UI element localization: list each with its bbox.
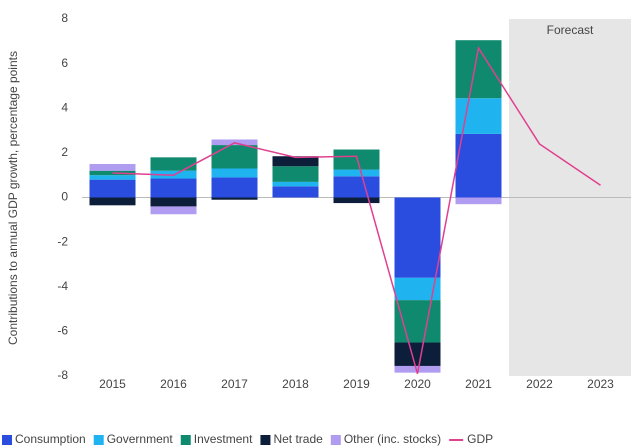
bar-segment	[150, 157, 197, 171]
forecast-label: Forecast	[547, 23, 594, 37]
y-tick-label: 2	[61, 145, 68, 159]
y-tick-label: 4	[61, 100, 68, 114]
legend-swatch	[2, 435, 12, 445]
bar-segment	[89, 164, 136, 171]
x-tick-label: 2021	[465, 377, 492, 391]
x-tick-label: 2022	[526, 377, 553, 391]
bar-segment	[333, 176, 380, 198]
y-tick-label: 8	[61, 11, 68, 25]
bar-segment	[150, 178, 197, 198]
bar-segment	[455, 98, 502, 134]
bar-segment	[89, 175, 136, 180]
legend-label: Investment	[194, 432, 253, 446]
bar-segment	[211, 197, 258, 200]
legend-swatch	[260, 435, 271, 445]
bar-segment	[333, 169, 380, 177]
y-tick-label: -8	[57, 368, 68, 382]
legend-label: Government	[107, 432, 174, 446]
bar-segment	[455, 133, 502, 198]
bar-segment	[394, 365, 441, 373]
y-tick-label: 0	[61, 190, 68, 204]
legend-swatch	[180, 435, 191, 445]
bar-segment	[89, 179, 136, 198]
bar-segment	[272, 186, 319, 198]
bar-segment	[272, 181, 319, 187]
legend-label: Other (inc. stocks)	[344, 432, 441, 446]
x-tick-label: 2023	[587, 377, 614, 391]
y-tick-label: -2	[57, 234, 68, 248]
bar-segment	[211, 145, 258, 169]
bar-segment	[89, 197, 136, 206]
bar-segment	[211, 168, 258, 178]
x-tick-label: 2018	[282, 377, 309, 391]
bar-segment	[272, 156, 319, 167]
legend-label: GDP	[467, 432, 493, 446]
x-tick-label: 2016	[160, 377, 187, 391]
bar-segment	[394, 277, 441, 301]
x-tick-label: 2019	[343, 377, 370, 391]
bar-segment	[211, 177, 258, 198]
bar-segment	[333, 149, 380, 170]
bar-segment	[394, 300, 441, 343]
bar-segment	[455, 197, 502, 205]
x-tick-label: 2017	[221, 377, 248, 391]
x-tick-label: 2015	[99, 377, 126, 391]
legend-swatch	[93, 435, 104, 445]
y-tick-label: -4	[57, 279, 68, 293]
legend-swatch	[330, 435, 341, 445]
y-tick-label: 6	[61, 56, 68, 70]
x-tick-label: 2020	[404, 377, 431, 391]
y-axis-label: Contributions to annual GDP growth, perc…	[6, 51, 20, 345]
bar-segment	[272, 166, 319, 182]
bar-segment	[333, 197, 380, 204]
bar-segment	[394, 342, 441, 366]
legend-label: Consumption	[15, 432, 86, 446]
gdp-line	[112, 45, 601, 374]
legend-label: Net trade	[273, 432, 323, 446]
bar-segment	[150, 206, 197, 215]
bar-segment	[150, 197, 197, 207]
bar-segment	[394, 197, 441, 278]
y-tick-label: -6	[57, 324, 68, 338]
